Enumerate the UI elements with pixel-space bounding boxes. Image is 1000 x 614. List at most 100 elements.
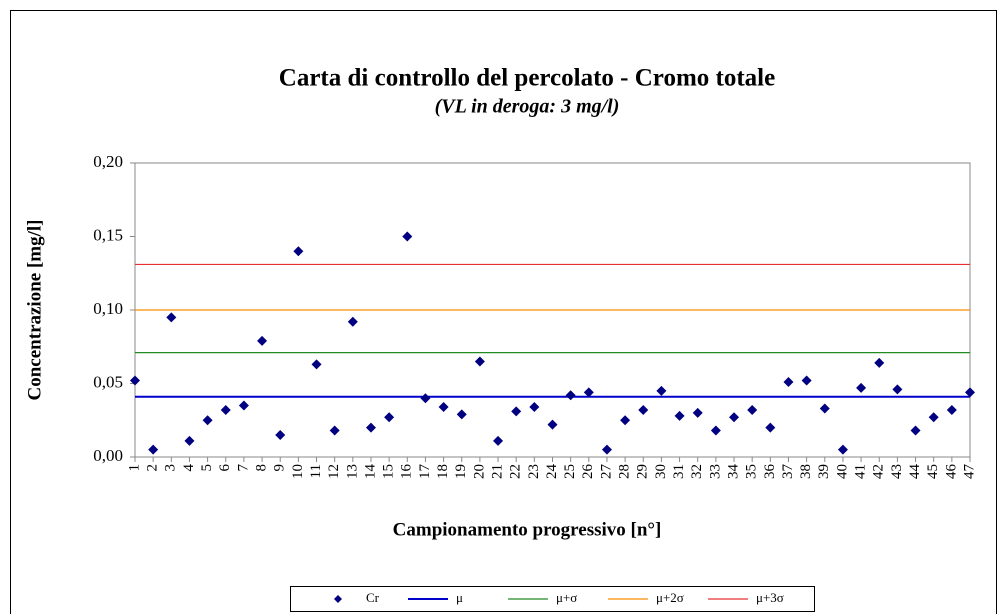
x-tick-label: 43 [889, 464, 905, 479]
x-tick-label: 22 [508, 464, 524, 479]
x-tick-label: 10 [290, 464, 306, 479]
point [837, 444, 848, 455]
point [474, 356, 485, 367]
x-tick-label: 41 [853, 464, 869, 479]
point [220, 404, 231, 415]
point [202, 415, 213, 426]
x-tick-label: 35 [744, 464, 760, 479]
point [529, 402, 540, 413]
point [601, 444, 612, 455]
x-tick-label: 24 [544, 464, 560, 480]
x-tick-label: 46 [943, 464, 959, 480]
x-tick-label: 14 [362, 464, 378, 480]
point [583, 387, 594, 398]
x-tick-label: 27 [598, 464, 614, 480]
point [130, 375, 140, 386]
legend-label: μ+σ [556, 590, 577, 605]
point [783, 377, 794, 388]
point [311, 359, 322, 370]
x-tick-label: 33 [707, 464, 723, 479]
x-tick-label: 19 [453, 464, 469, 479]
point [329, 425, 340, 436]
x-tick-label: 26 [580, 464, 596, 480]
point [729, 412, 740, 423]
point [965, 387, 975, 398]
x-tick-label: 13 [344, 464, 360, 479]
point [928, 412, 939, 423]
point [856, 382, 867, 393]
x-tick-label: 45 [925, 464, 941, 479]
point [892, 384, 903, 395]
x-tick-label: 38 [798, 464, 814, 479]
x-tick-label: 32 [689, 464, 705, 479]
point [674, 410, 685, 421]
legend-marker [334, 595, 342, 603]
point [547, 419, 558, 430]
point [347, 316, 358, 327]
point [257, 335, 268, 346]
x-tick-label: 15 [381, 464, 397, 479]
x-tick-label: 11 [308, 464, 324, 478]
x-tick-label: 39 [816, 464, 832, 479]
point [166, 312, 177, 323]
x-tick-label: 23 [526, 464, 542, 479]
x-tick-label: 31 [671, 464, 687, 479]
chart-title: Carta di controllo del percolato - Cromo… [279, 65, 775, 92]
point [747, 404, 758, 415]
x-tick-label: 5 [199, 464, 215, 472]
x-tick-label: 20 [471, 464, 487, 479]
x-tick-label: 17 [417, 464, 433, 480]
point [620, 415, 631, 426]
x-tick-label: 7 [235, 464, 251, 472]
point [511, 406, 522, 417]
x-tick-label: 21 [489, 464, 505, 479]
point [638, 404, 649, 415]
point [946, 404, 957, 415]
y-tick-label: 0,05 [93, 372, 123, 391]
x-tick-label: 36 [762, 464, 778, 480]
y-axis-label: Concentrazione [mg/l] [24, 220, 45, 401]
point [384, 412, 395, 423]
point [184, 435, 195, 446]
x-tick-label: 16 [399, 464, 415, 480]
legend-label: μ [456, 590, 463, 605]
point [275, 429, 286, 440]
point [656, 385, 667, 396]
y-tick-label: 0,10 [93, 299, 123, 318]
x-tick-label: 12 [326, 464, 342, 479]
y-tick-label: 0,20 [93, 152, 123, 171]
point [238, 400, 249, 411]
x-tick-label: 44 [907, 464, 923, 480]
point [692, 407, 703, 418]
y-tick-label: 0,00 [93, 446, 123, 465]
point [493, 435, 504, 446]
x-tick-label: 1 [126, 464, 142, 472]
point [765, 422, 776, 433]
chart-subtitle: (VL in deroga: 3 mg/l) [435, 96, 620, 118]
point [819, 403, 830, 414]
point [420, 393, 431, 404]
point [565, 390, 576, 401]
x-tick-label: 42 [871, 464, 887, 479]
legend-label: Cr [366, 590, 380, 605]
x-tick-label: 18 [435, 464, 451, 479]
y-tick-label: 0,15 [93, 225, 123, 244]
point [801, 375, 812, 386]
x-tick-label: 2 [145, 464, 161, 472]
x-axis-label: Campionamento progressivo [n°] [393, 519, 662, 540]
x-tick-label: 4 [181, 464, 197, 472]
x-tick-label: 29 [635, 464, 651, 479]
x-tick-label: 47 [961, 464, 977, 480]
x-tick-label: 9 [272, 464, 288, 472]
x-tick-label: 30 [653, 464, 669, 479]
x-tick-label: 6 [217, 464, 233, 472]
x-tick-label: 40 [834, 464, 850, 479]
x-tick-label: 37 [780, 464, 796, 480]
point [910, 425, 921, 436]
point [148, 444, 159, 455]
x-tick-label: 8 [254, 464, 270, 472]
x-tick-label: 3 [163, 464, 179, 472]
point [365, 422, 376, 433]
point [710, 425, 721, 436]
